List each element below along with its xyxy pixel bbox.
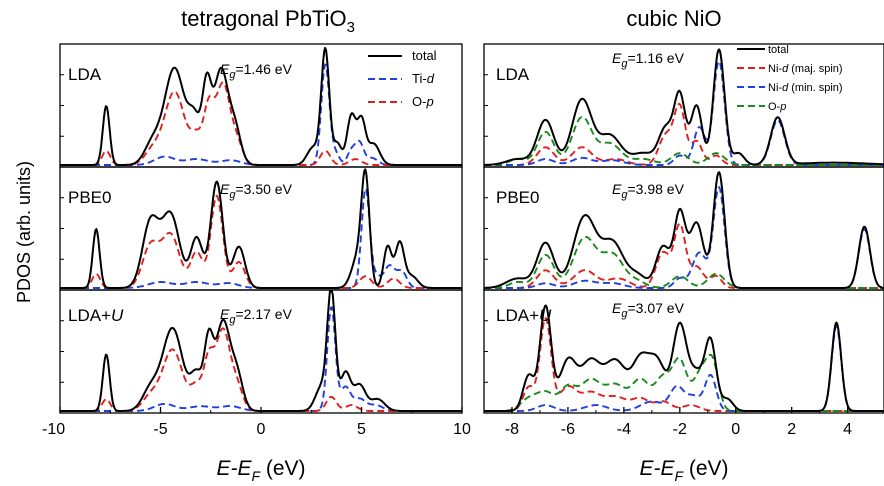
band-gap-label: Eg=3.98 eV (612, 181, 685, 201)
method-label: LDA+U (68, 306, 124, 325)
panel-0-0: LDA Eg=1.46 eV (59, 43, 463, 168)
legend-entry: total (768, 44, 789, 56)
x-tick-label: 0 (731, 421, 740, 438)
x-tick-label: -2 (673, 421, 687, 438)
y-axis-label: PDOS (arb. units) (14, 161, 34, 303)
legend-1: total Ni-d (maj. spin) Ni-d (min. spin) O-p (737, 44, 843, 113)
band-gap-label: Eg=2.17 eV (220, 306, 293, 326)
chart-title-1: cubic NiO (626, 6, 721, 31)
series-o-p-line (60, 327, 462, 412)
band-gap-label: Eg=1.16 eV (612, 50, 685, 70)
panel-1-1: PBE0 Eg=3.98 eV (483, 166, 884, 291)
method-label: PBE0 (68, 188, 111, 207)
panel-1-0: LDA Eg=1.16 eV (483, 43, 884, 168)
legend-entry: Ni-d (maj. spin) (768, 63, 843, 75)
x-axis-1: -8 -6 -4 -2 0 2 4 (505, 407, 852, 438)
x-tick-label: 2 (787, 421, 796, 438)
series-ni-d-min-spin--line (484, 60, 884, 166)
series-total-line (60, 46, 462, 166)
series-o-p-line (484, 353, 884, 412)
pbtio3-chart: tetragonal PbTiO3 LDA Eg=1.46 eV PBE0 Eg=3.5… (42, 6, 471, 484)
x-axis-label: E-EF (eV) (216, 457, 305, 484)
panel-1-2: LDA+U Eg=3.07 eV (483, 289, 884, 414)
x-tick-label: -5 (153, 421, 167, 438)
x-tick-label: -8 (505, 421, 519, 438)
legend-0: total Ti-d O-p (368, 48, 437, 109)
chart-title-0: tetragonal PbTiO3 (181, 6, 355, 36)
x-tick-label: -4 (617, 421, 631, 438)
legend-entry: Ti-d (412, 71, 435, 86)
panel-0-1: PBE0 Eg=3.50 eV (59, 166, 463, 291)
legend-entry: O-p (768, 101, 786, 113)
panel-0-2: LDA+U Eg=2.17 eV (59, 289, 463, 414)
series-total-line (484, 171, 884, 289)
band-gap-label: Eg=3.07 eV (612, 300, 685, 320)
series-ti-d-line (60, 187, 462, 289)
x-tick-label: -10 (42, 421, 65, 438)
method-label: LDA+U (496, 306, 552, 325)
band-gap-label: Eg=1.46 eV (220, 61, 293, 81)
nio-chart: cubic NiO LDA Eg=1.16 eV PBE0 Eg=3.98 eV LDA+… (483, 6, 884, 484)
x-tick-label: 10 (453, 421, 471, 438)
method-label: PBE0 (496, 188, 539, 207)
legend-entry: total (412, 48, 437, 63)
series-ni-d-min-spin--line (484, 186, 884, 289)
method-label: LDA (496, 65, 530, 84)
series-o-p-line (60, 81, 462, 166)
series-ni-d-min-spin--line (484, 325, 884, 412)
series-ni-d-maj-spin--line (484, 102, 884, 166)
legend-entry: O-p (412, 94, 434, 109)
series-total-line (484, 304, 884, 412)
x-axis-label: E-EF (eV) (639, 457, 728, 484)
x-tick-label: 5 (357, 421, 366, 438)
series-total-line (60, 168, 462, 289)
method-label: LDA (68, 65, 102, 84)
band-gap-label: Eg=3.50 eV (220, 181, 293, 201)
x-axis-0: -10 -5 0 5 10 (42, 407, 471, 438)
legend-entry: Ni-d (min. spin) (768, 82, 843, 94)
x-tick-label: 4 (843, 421, 852, 438)
series-total-line (484, 48, 884, 166)
x-tick-label: -6 (561, 421, 575, 438)
x-tick-label: 0 (257, 421, 266, 438)
